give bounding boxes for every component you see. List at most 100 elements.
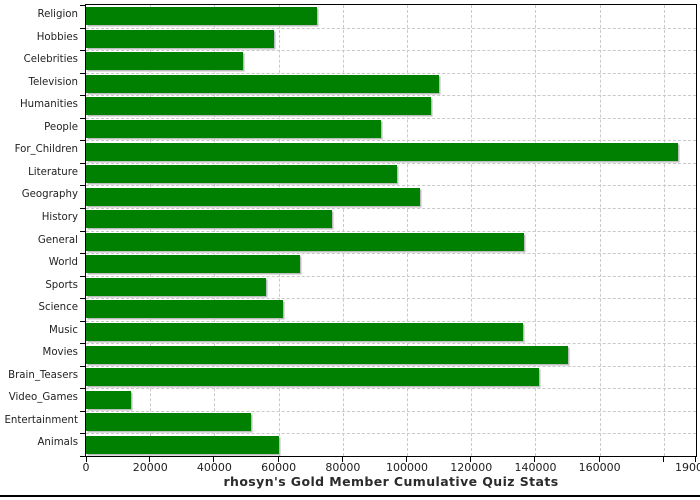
chart-title: rhosyn's Gold Member Cumulative Quiz Sta… bbox=[223, 474, 559, 489]
bar-general bbox=[86, 232, 525, 251]
x-tick-label: 20000 bbox=[132, 461, 168, 474]
bottom-divider bbox=[0, 495, 700, 497]
bar-for_children bbox=[86, 142, 679, 161]
grid-line-horizontal bbox=[86, 410, 696, 412]
grid-line-horizontal bbox=[86, 117, 696, 119]
y-axis-tick bbox=[80, 275, 85, 277]
x-tick-label: 100000 bbox=[386, 461, 429, 474]
category-label: Music bbox=[49, 324, 78, 336]
category-label: Television bbox=[28, 76, 78, 88]
x-axis-tick bbox=[662, 456, 664, 462]
x-axis-tick bbox=[149, 456, 151, 462]
category-label: World bbox=[48, 257, 78, 269]
bar-sports bbox=[86, 277, 266, 296]
grid-line-horizontal bbox=[86, 253, 696, 255]
bar-television bbox=[86, 74, 440, 93]
bar-humanities bbox=[86, 97, 432, 116]
bar-geography bbox=[86, 187, 420, 206]
x-axis-tick bbox=[341, 456, 343, 462]
plot-area bbox=[80, 4, 697, 462]
y-axis-tick bbox=[80, 433, 85, 435]
category-label: Movies bbox=[42, 347, 78, 359]
y-axis-tick bbox=[80, 230, 85, 232]
bar-science bbox=[86, 300, 284, 319]
category-label: Humanities bbox=[20, 99, 78, 111]
y-axis-tick bbox=[80, 27, 85, 29]
x-tick-label: 160000 bbox=[578, 461, 621, 474]
category-label: Brain_Teasers bbox=[8, 369, 78, 381]
grid-line-horizontal bbox=[86, 50, 696, 52]
grid-line-horizontal bbox=[86, 298, 696, 300]
grid-line-horizontal bbox=[86, 320, 696, 322]
category-label: People bbox=[44, 121, 78, 133]
bar-literature bbox=[86, 165, 398, 184]
grid-line-horizontal bbox=[86, 230, 696, 232]
x-tick-label: 40000 bbox=[196, 461, 232, 474]
category-label: Hobbies bbox=[36, 31, 78, 43]
y-axis-tick bbox=[80, 410, 85, 412]
y-axis-tick bbox=[80, 365, 85, 367]
category-label: Sports bbox=[45, 279, 78, 291]
y-axis-tick bbox=[80, 253, 85, 255]
bar-hobbies bbox=[86, 29, 274, 48]
bar-music bbox=[86, 322, 523, 341]
category-label: History bbox=[41, 211, 78, 223]
x-axis-tick bbox=[695, 456, 696, 462]
bar-movies bbox=[86, 345, 568, 364]
y-axis-tick bbox=[80, 456, 85, 457]
category-label: Religion bbox=[37, 9, 78, 20]
bar-people bbox=[86, 120, 382, 139]
x-tick-label: 0 bbox=[82, 461, 90, 474]
grid-line-horizontal bbox=[86, 140, 696, 142]
grid-line-horizontal bbox=[86, 365, 696, 367]
x-axis-tick bbox=[213, 456, 215, 462]
grid-line-horizontal bbox=[86, 343, 696, 345]
bar-world bbox=[86, 255, 300, 274]
y-axis-tick bbox=[80, 140, 85, 142]
grid-line-horizontal bbox=[86, 388, 696, 390]
grid-line-horizontal bbox=[86, 95, 696, 97]
grid-line-horizontal bbox=[86, 275, 696, 277]
category-label: Video_Games bbox=[8, 392, 78, 404]
y-axis-tick bbox=[80, 5, 85, 6]
y-axis-tick bbox=[80, 320, 85, 322]
x-axis-tick bbox=[534, 456, 536, 462]
x-axis-tick bbox=[598, 456, 600, 462]
category-label: Celebrities bbox=[23, 54, 78, 66]
grid-line-horizontal bbox=[86, 433, 696, 435]
bar-entertainment bbox=[86, 413, 252, 432]
y-axis-tick bbox=[80, 162, 85, 164]
y-axis-tick bbox=[80, 72, 85, 74]
x-tick-label: 140000 bbox=[514, 461, 557, 474]
y-axis-tick bbox=[80, 207, 85, 209]
bar-brain_teasers bbox=[86, 368, 539, 387]
y-axis-tick bbox=[80, 95, 85, 97]
y-axis-tick bbox=[80, 117, 85, 119]
category-label: For_Children bbox=[14, 144, 78, 156]
grid-line-horizontal bbox=[86, 162, 696, 164]
grid-line-horizontal bbox=[86, 207, 696, 209]
x-axis-tick bbox=[470, 456, 472, 462]
category-label: Science bbox=[38, 302, 79, 314]
y-axis-tick bbox=[80, 185, 85, 187]
x-axis-tick bbox=[277, 456, 279, 462]
y-axis-tick bbox=[80, 388, 85, 390]
x-tick-label: 120000 bbox=[450, 461, 493, 474]
category-label: Animals bbox=[37, 437, 78, 449]
category-label: General bbox=[37, 234, 78, 246]
x-axis-tick bbox=[406, 456, 408, 462]
x-axis-tick bbox=[86, 456, 87, 462]
y-axis-tick bbox=[80, 298, 85, 300]
x-tick-label: 190000 bbox=[675, 461, 700, 474]
category-label: Literature bbox=[28, 166, 78, 178]
x-tick-label: 80000 bbox=[325, 461, 361, 474]
bar-video_games bbox=[86, 390, 131, 409]
y-axis-tick bbox=[80, 343, 85, 345]
grid-line-horizontal bbox=[86, 72, 696, 74]
category-label: Geography bbox=[21, 189, 78, 201]
grid-line-horizontal bbox=[86, 185, 696, 187]
grid-line-horizontal bbox=[86, 27, 696, 29]
bar-history bbox=[86, 210, 332, 229]
bar-religion bbox=[86, 7, 318, 26]
